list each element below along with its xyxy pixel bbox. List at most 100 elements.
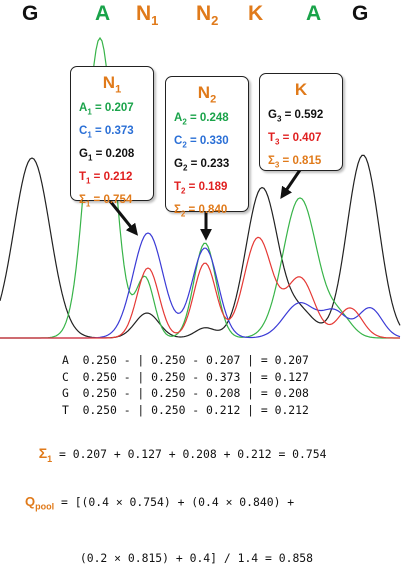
header-letter-base: A — [306, 2, 322, 25]
row-equals: = — [90, 193, 104, 206]
row-sub: 2 — [182, 140, 187, 150]
row-sub: 1 — [87, 107, 92, 117]
row-equals: = — [186, 112, 200, 125]
row-equals: = — [92, 147, 106, 160]
row-value: 0.208 — [105, 147, 135, 160]
calculation-block: A 0.250 - | 0.250 - 0.207 | = 0.207 C 0.… — [62, 352, 392, 418]
row-label: A — [79, 102, 88, 115]
row-sub: 3 — [274, 160, 280, 170]
n2-row-2: G2 = 0.233 — [166, 155, 248, 178]
row-value: 0.815 — [292, 154, 322, 167]
row-equals: = — [279, 154, 293, 167]
n2-row-3: T2 = 0.189 — [166, 178, 248, 201]
qpool-line-2: (0.2 × 0.815) + 0.4] / 1.4 = 0.858 — [25, 550, 314, 565]
sigma-equation: Σ1 = 0.207 + 0.127 + 0.208 + 0.212 = 0.7… — [25, 431, 327, 464]
n2-row-1: C2 = 0.330 — [166, 132, 248, 155]
qpool-sub: pool — [35, 501, 55, 512]
n1-title-sub: 1 — [115, 83, 122, 96]
row-sub: 2 — [182, 117, 187, 127]
row-label: G — [174, 157, 183, 170]
row-value: 0.592 — [294, 109, 324, 122]
row-label: Σ — [174, 203, 181, 216]
row-equals: = — [91, 125, 105, 138]
row-label: G — [79, 147, 88, 160]
row-value: 0.207 — [104, 102, 134, 115]
row-equals: = — [279, 132, 293, 145]
row-sub: 2 — [181, 186, 186, 196]
row-sub: 2 — [182, 163, 188, 173]
n2-box-title: N2 — [166, 83, 248, 105]
header-letter-5: A — [306, 2, 321, 28]
header-letter-4: K — [248, 2, 263, 28]
trace-A-line — [0, 36, 400, 339]
row-equals: = — [186, 135, 200, 148]
row-value: 0.233 — [200, 157, 230, 170]
header-letter-base: A — [95, 2, 111, 25]
k-row-0: G3 = 0.592 — [260, 106, 342, 129]
row-label: T — [79, 170, 87, 183]
qpool-symbol: Q — [25, 494, 36, 509]
header-letter-1: A — [95, 2, 110, 28]
row-equals: = — [91, 102, 105, 115]
row-label: C — [79, 125, 88, 138]
n1-row-3: T1 = 0.212 — [71, 168, 153, 191]
n1-row-0: A1 = 0.207 — [71, 99, 153, 122]
n2-callout-box: N2 A2 = 0.248 C2 = 0.330 G2 = 0.233 T2 = 0.… — [165, 76, 249, 218]
k-row-1: T3 = 0.407 — [260, 129, 342, 152]
k-callout-box: K G3 = 0.592 T3 = 0.407 Σ3 = 0.815 — [259, 73, 343, 171]
header-letter-base: N — [136, 2, 152, 25]
header-letter-2: N1 — [136, 2, 158, 28]
n1-title-text: N — [102, 73, 116, 92]
calc-line-g: G 0.250 - | 0.250 - 0.208 | = 0.208 — [62, 386, 309, 400]
header-letter-base: K — [248, 2, 264, 25]
row-sub: 1 — [87, 153, 93, 163]
qpool-label: Qpool — [25, 494, 55, 512]
calc-line-t: T 0.250 - | 0.250 - 0.212 | = 0.212 — [62, 402, 309, 417]
sigma-sub: 1 — [47, 453, 53, 464]
trace-G-line — [0, 154, 401, 339]
n1-callout-box: N1 A1 = 0.207 C1 = 0.373 G1 = 0.208 T1 = 0.… — [70, 66, 154, 208]
row-sub: 1 — [87, 130, 92, 140]
sigma-symbol: Σ — [38, 445, 48, 461]
row-value: 0.754 — [103, 193, 133, 206]
n2-title-text: N — [197, 83, 211, 102]
k-box-title: K — [260, 80, 342, 102]
header-letter-base: G — [352, 2, 369, 25]
row-label: A — [174, 112, 183, 125]
row-equals: = — [185, 203, 199, 216]
calc-line-c: C 0.250 - | 0.250 - 0.373 | = 0.127 — [62, 369, 309, 384]
header-letter-sub: 2 — [211, 13, 219, 29]
trace-T-line — [0, 236, 400, 339]
k-title-text: K — [294, 80, 308, 99]
row-sub: 3 — [275, 137, 280, 147]
sigma-expression: = 0.207 + 0.127 + 0.208 + 0.212 = 0.754 — [52, 447, 327, 461]
qpool-line-1: = [(0.4 × 0.754) + (0.4 × 0.840) + — [54, 495, 295, 509]
row-sub: 3 — [276, 114, 282, 124]
row-value: 0.212 — [103, 170, 133, 183]
row-label: Σ — [79, 193, 86, 206]
n1-row-2: G1 = 0.208 — [71, 145, 153, 168]
row-equals: = — [187, 157, 201, 170]
row-value: 0.373 — [104, 125, 134, 138]
sigma-label: Σ1 — [38, 445, 53, 464]
row-value: 0.248 — [199, 112, 229, 125]
row-sub: 2 — [180, 208, 186, 218]
row-sub: 1 — [85, 198, 91, 208]
row-value: 0.189 — [198, 180, 228, 193]
n1-box-title: N1 — [71, 73, 153, 95]
row-equals: = — [281, 109, 295, 122]
chromatogram-trace — [0, 36, 401, 339]
qpool-equation: Qpool = [(0.4 × 0.754) + (0.4 × 0.840) +… — [25, 459, 313, 584]
header-letter-0: G — [22, 2, 38, 28]
k-row-2: Σ3 = 0.815 — [260, 152, 342, 175]
header-letter-sub: 1 — [151, 13, 159, 29]
header-letter-6: G — [352, 2, 368, 28]
header-letter-base: N — [196, 2, 212, 25]
row-value: 0.407 — [292, 132, 322, 145]
n2-title-sub: 2 — [210, 93, 217, 106]
arrow-k — [280, 169, 302, 199]
n1-row-1: C1 = 0.373 — [71, 122, 153, 145]
row-sub: 1 — [86, 176, 91, 186]
n1-row-4: Σ1 = 0.754 — [71, 191, 153, 214]
n2-row-0: A2 = 0.248 — [166, 109, 248, 132]
